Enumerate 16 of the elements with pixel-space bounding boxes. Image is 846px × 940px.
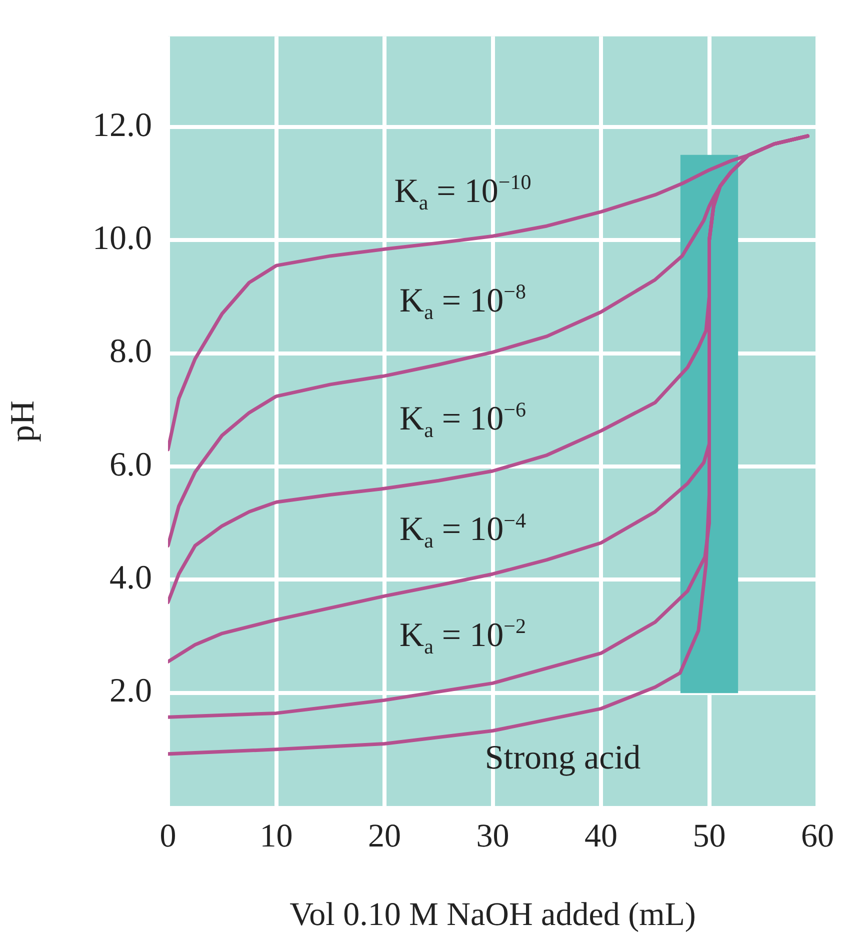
x-tick-label: 30 — [476, 818, 510, 854]
y-tick-label: 6.0 — [110, 446, 152, 484]
x-tick-label: 10 — [260, 818, 293, 854]
y-tick-label: 12.0 — [92, 106, 152, 144]
x-axis-title: Vol 0.10 M NaOH added (mL) — [290, 896, 696, 933]
x-tick-label: 40 — [584, 818, 618, 854]
y-tick-label: 8.0 — [110, 333, 152, 370]
x-tick-label: 20 — [368, 818, 401, 854]
y-tick-label: 10.0 — [92, 220, 152, 258]
series-label: Strong acid — [484, 739, 641, 776]
y-tick-label: 4.0 — [110, 560, 152, 597]
y-axis-title: pH — [4, 400, 42, 442]
x-tick-label: 0 — [160, 818, 176, 854]
y-tick-label: 2.0 — [110, 672, 152, 710]
x-tick-label: 50 — [692, 818, 726, 854]
x-tick-label: 60 — [801, 818, 834, 854]
